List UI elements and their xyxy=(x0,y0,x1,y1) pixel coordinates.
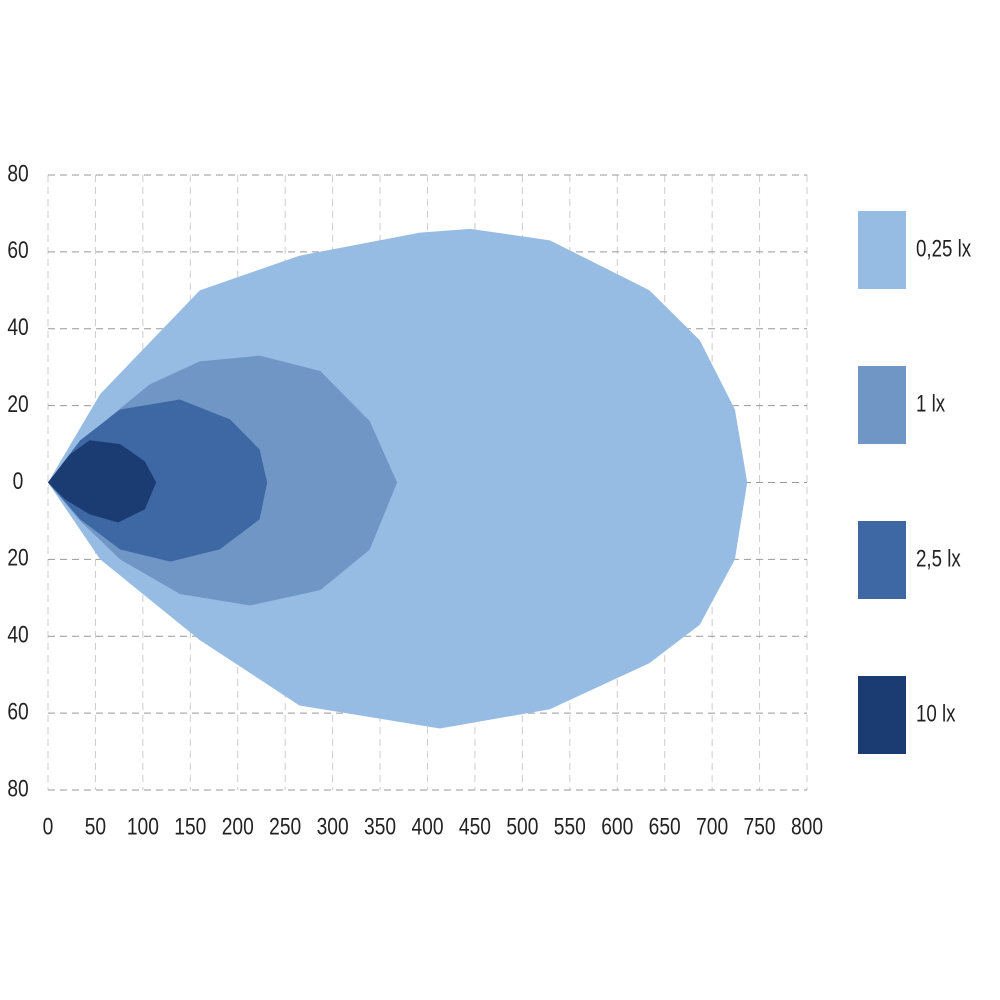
legend-swatch xyxy=(858,521,906,599)
y-tick-label: 80 xyxy=(7,159,28,187)
x-tick-label: 700 xyxy=(696,812,728,840)
x-tick-label: 100 xyxy=(127,812,159,840)
legend-label: 1 lx xyxy=(916,390,945,417)
x-tick-label: 650 xyxy=(649,812,681,840)
x-tick-label: 150 xyxy=(174,812,206,840)
x-tick-label: 0 xyxy=(43,812,54,840)
x-tick-label: 250 xyxy=(269,812,301,840)
y-tick-label: 60 xyxy=(7,697,28,725)
y-tick-label: 80 xyxy=(7,774,28,802)
x-tick-label: 200 xyxy=(222,812,254,840)
x-tick-label: 600 xyxy=(601,812,633,840)
x-tick-label: 500 xyxy=(506,812,538,840)
y-tick-label: 20 xyxy=(7,544,28,572)
y-tick-label: 40 xyxy=(7,313,28,341)
y-tick-label: 40 xyxy=(7,620,28,648)
y-tick-label: 0 xyxy=(13,467,24,495)
x-tick-label: 750 xyxy=(744,812,776,840)
y-tick-label: 20 xyxy=(7,390,28,418)
isolux-area xyxy=(48,399,268,562)
x-tick-label: 300 xyxy=(317,812,349,840)
x-tick-label: 400 xyxy=(411,812,443,840)
legend-swatch xyxy=(858,366,906,444)
legend-swatch xyxy=(858,676,906,754)
isolux-area xyxy=(48,228,748,729)
x-tick-label: 550 xyxy=(554,812,586,840)
legend-label: 10 lx xyxy=(916,700,956,727)
legend-label: 2,5 lx xyxy=(916,545,961,572)
isolux-area xyxy=(48,440,157,523)
x-tick-label: 350 xyxy=(364,812,396,840)
x-tick-label: 800 xyxy=(791,812,823,840)
legend-label: 0,25 lx xyxy=(916,235,971,262)
x-tick-label: 50 xyxy=(85,812,106,840)
x-tick-label: 450 xyxy=(459,812,491,840)
legend-swatch xyxy=(858,211,906,289)
y-tick-label: 60 xyxy=(7,236,28,264)
